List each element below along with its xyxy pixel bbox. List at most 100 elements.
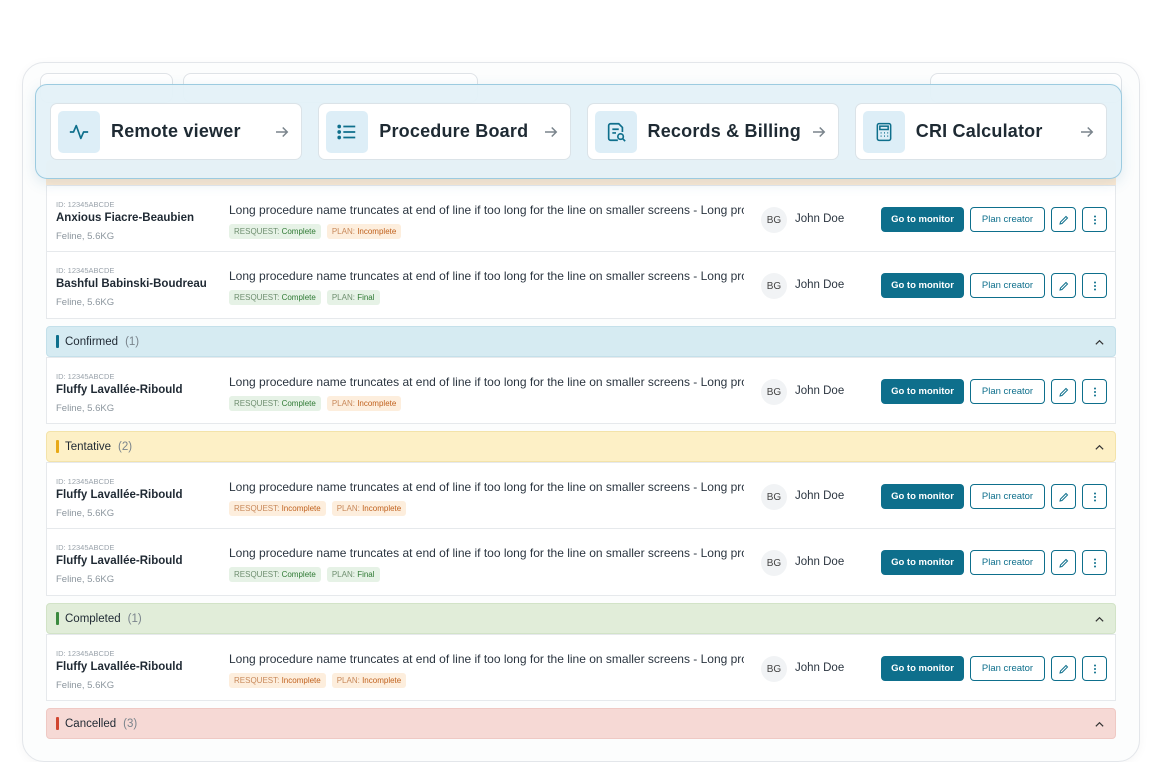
edit-icon[interactable] [1051,656,1076,681]
more-vertical-icon[interactable] [1082,484,1107,509]
go-to-monitor-button[interactable]: Go to monitor [881,484,964,509]
procedure-name: Long procedure name truncates at end of … [229,480,744,494]
status-color-bar [56,335,59,348]
go-to-monitor-button[interactable]: Go to monitor [881,273,964,298]
patient-id: ID: 12345ABCDE [56,477,115,486]
owner-name: John Doe [795,490,845,502]
group-count: (1) [125,335,140,348]
table-row[interactable]: ID: 12345ABCDE Anxious Fiacre-Beaubien F… [46,185,1116,252]
status-badges: RESQUEST: Complete PLAN: Incomplete [229,396,402,411]
patient-meta: Feline, 5.6KG [56,508,115,519]
group-count: (1) [127,612,142,625]
patient-name[interactable]: Fluffy Lavallée-Ribould [56,489,183,501]
table-row[interactable]: ID: 12345ABCDE Fluffy Lavallée-Ribould F… [46,529,1116,596]
edit-icon[interactable] [1051,550,1076,575]
plan-status-badge: PLAN: Incomplete [331,501,407,516]
plan-creator-button[interactable]: Plan creator [970,207,1045,232]
status-badges: RESQUEST: Complete PLAN: Final [229,567,380,582]
arrow-right-icon [812,126,826,137]
edit-icon[interactable] [1051,207,1076,232]
table-row[interactable]: ID: 12345ABCDE Fluffy Lavallée-Ribould F… [46,634,1116,701]
patient-meta: Feline, 5.6KG [56,231,115,242]
status-badges: RESQUEST: Incomplete PLAN: Incomplete [229,501,407,516]
quick-nav-procedure-board[interactable]: Procedure Board [318,103,571,160]
procedure-name: Long procedure name truncates at end of … [229,375,744,389]
patient-name[interactable]: Anxious Fiacre-Beaubien [56,212,195,224]
plan-creator-button[interactable]: Plan creator [970,273,1045,298]
arrow-right-icon [276,126,289,137]
edit-icon[interactable] [1051,379,1076,404]
go-to-monitor-button[interactable]: Go to monitor [881,656,964,681]
group-count: (2) [118,440,133,453]
activity-pulse-icon [58,110,100,153]
quick-nav-panel: Remote viewer Procedure Board Records & … [35,84,1122,179]
avatar: BG [761,207,787,233]
table-row[interactable]: ID: 12345ABCDE Bashful Babinski-Boudreau… [46,252,1116,319]
status-badges: RESQUEST: Complete PLAN: Final [229,290,380,305]
more-vertical-icon[interactable] [1082,273,1107,298]
quick-nav-records-billing[interactable]: Records & Billing [586,103,839,160]
procedure-list: ID: 12345ABCDE Anxious Fiacre-Beaubien F… [46,160,1116,739]
plan-creator-button[interactable]: Plan creator [970,484,1045,509]
status-badges: RESQUEST: Complete PLAN: Incomplete [229,224,402,239]
calculator-icon [862,110,905,153]
table-row[interactable]: ID: 12345ABCDE Fluffy Lavallée-Ribould F… [46,462,1116,529]
owner-name: John Doe [795,213,845,225]
owner-name: John Doe [795,662,845,674]
patient-id: ID: 12345ABCDE [56,200,115,209]
request-status-badge: RESQUEST: Complete [229,567,321,582]
patient-id: ID: 12345ABCDE [56,266,115,275]
request-status-badge: RESQUEST: Incomplete [229,501,326,516]
more-vertical-icon[interactable] [1082,550,1107,575]
plan-status-badge: PLAN: Final [326,290,380,305]
go-to-monitor-button[interactable]: Go to monitor [881,207,964,232]
more-vertical-icon[interactable] [1082,379,1107,404]
more-vertical-icon[interactable] [1082,207,1107,232]
group-count: (3) [123,717,138,730]
go-to-monitor-button[interactable]: Go to monitor [881,379,964,404]
owner-name: John Doe [795,556,845,568]
go-to-monitor-button[interactable]: Go to monitor [881,550,964,575]
procedure-name: Long procedure name truncates at end of … [229,546,744,560]
quick-nav-label: Remote viewer [111,121,241,141]
document-search-icon [594,110,637,153]
plan-status-badge: PLAN: Incomplete [331,673,407,688]
table-row[interactable]: ID: 12345ABCDE Fluffy Lavallée-Ribould F… [46,357,1116,424]
arrow-right-icon [1081,126,1094,137]
avatar: BG [761,484,787,510]
owner-name: John Doe [795,279,845,291]
patient-name[interactable]: Bashful Babinski-Boudreau [56,278,207,290]
plan-creator-button[interactable]: Plan creator [970,550,1045,575]
chevron-up-icon[interactable] [1094,614,1105,625]
group-header-completed[interactable]: Completed (1) [46,603,1116,634]
quick-nav-cri-calculator[interactable]: CRI Calculator [854,103,1107,160]
edit-icon[interactable] [1051,484,1076,509]
more-vertical-icon[interactable] [1082,656,1107,681]
list-icon [326,110,369,153]
edit-icon[interactable] [1051,273,1076,298]
request-status-badge: RESQUEST: Complete [229,396,321,411]
quick-nav-label: CRI Calculator [915,121,1043,141]
patient-id: ID: 12345ABCDE [56,372,115,381]
patient-name[interactable]: Fluffy Lavallée-Ribould [56,661,183,673]
group-header-confirmed[interactable]: Confirmed (1) [46,326,1116,357]
owner-name: John Doe [795,385,845,397]
patient-name[interactable]: Fluffy Lavallée-Ribould [56,555,183,567]
patient-meta: Feline, 5.6KG [56,297,115,308]
avatar: BG [761,550,787,576]
chevron-up-icon[interactable] [1094,337,1105,348]
plan-creator-button[interactable]: Plan creator [970,379,1045,404]
status-badges: RESQUEST: Incomplete PLAN: Incomplete [229,673,407,688]
plan-creator-button[interactable]: Plan creator [970,656,1045,681]
procedure-name: Long procedure name truncates at end of … [229,269,744,283]
group-header-tentative[interactable]: Tentative (2) [46,431,1116,462]
patient-meta: Feline, 5.6KG [56,574,115,585]
request-status-badge: RESQUEST: Complete [229,224,321,239]
patient-id: ID: 12345ABCDE [56,543,115,552]
patient-name[interactable]: Fluffy Lavallée-Ribould [56,384,183,396]
group-header-cancelled[interactable]: Cancelled (3) [46,708,1116,739]
avatar: BG [761,379,787,405]
chevron-up-icon[interactable] [1094,719,1105,730]
quick-nav-remote-viewer[interactable]: Remote viewer [50,103,303,160]
chevron-up-icon[interactable] [1094,442,1105,453]
